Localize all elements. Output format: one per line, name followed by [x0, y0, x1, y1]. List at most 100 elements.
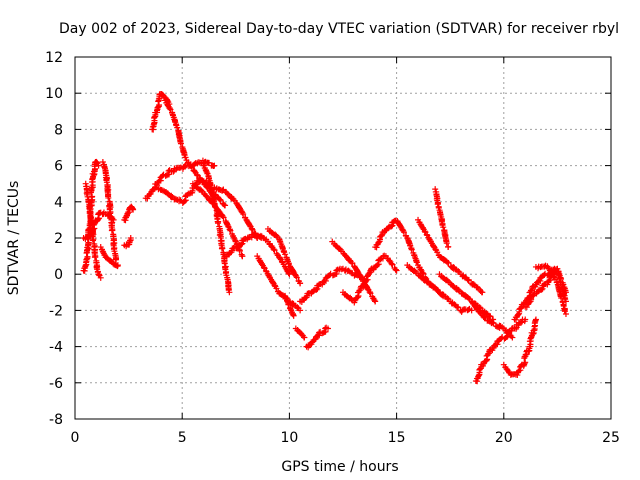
x-tick-label: 15 — [388, 430, 406, 446]
data-point — [182, 154, 189, 161]
y-tick-label: -4 — [49, 340, 63, 356]
data-point — [420, 270, 427, 277]
data-point — [112, 256, 119, 263]
x-tick-label: 5 — [178, 430, 187, 446]
data-point — [248, 225, 255, 232]
data-point — [107, 210, 114, 217]
data-point — [90, 237, 97, 244]
data-point — [530, 292, 537, 299]
data-point — [455, 304, 462, 311]
data-point — [114, 262, 121, 269]
data-point — [423, 277, 430, 284]
data-point — [176, 196, 183, 203]
data-point — [297, 307, 304, 314]
data-point — [465, 306, 472, 313]
y-tick-label: -8 — [49, 412, 63, 428]
x-tick-label: 20 — [495, 430, 513, 446]
data-point — [277, 255, 284, 262]
data-point — [400, 227, 407, 234]
y-axis-ticks: -8 -6 -4 -2 0 2 4 6 8 10 12 — [45, 50, 611, 428]
data-point — [240, 211, 247, 218]
data-point — [434, 201, 441, 208]
data-point — [271, 247, 278, 254]
data-point — [293, 274, 300, 281]
data-point — [538, 286, 545, 293]
data-point — [214, 220, 221, 227]
data-point — [216, 196, 223, 203]
data-point — [216, 232, 223, 239]
data-point — [388, 260, 395, 267]
data-point — [561, 308, 568, 315]
data-point — [292, 273, 299, 280]
data-point — [97, 274, 104, 281]
data-point — [96, 215, 103, 222]
data-point — [105, 194, 112, 201]
data-point — [311, 336, 318, 343]
data-point — [522, 316, 529, 323]
x-tick-label: 0 — [71, 430, 80, 446]
data-point — [333, 267, 340, 274]
data-point — [434, 287, 441, 294]
data-point — [515, 311, 522, 318]
data-point — [408, 246, 415, 253]
data-point — [521, 360, 528, 367]
data-point — [177, 140, 184, 147]
data-point — [227, 227, 234, 234]
y-tick-label: 2 — [54, 231, 63, 247]
data-point — [85, 239, 92, 246]
data-point — [336, 245, 343, 252]
data-point — [294, 304, 301, 311]
data-point — [392, 266, 399, 273]
data-point — [358, 274, 365, 281]
data-point — [285, 270, 292, 277]
data-point — [218, 245, 225, 252]
data-point — [468, 307, 475, 314]
data-point — [522, 359, 529, 366]
data-point — [558, 295, 565, 302]
data-point — [210, 200, 217, 207]
data-points — [80, 90, 569, 385]
data-point — [239, 253, 246, 260]
data-point — [220, 214, 227, 221]
data-point — [129, 206, 136, 213]
data-point — [509, 334, 516, 341]
data-point — [297, 280, 304, 287]
data-point — [371, 297, 378, 304]
data-point — [186, 161, 193, 168]
data-point — [367, 290, 374, 297]
data-point — [443, 240, 450, 247]
data-point — [168, 192, 175, 199]
data-point — [222, 202, 229, 209]
chart-title: Day 002 of 2023, Sidereal Day-to-day VTE… — [59, 21, 619, 37]
data-point — [357, 273, 364, 280]
x-tick-label: 10 — [280, 430, 298, 446]
data-point — [445, 260, 452, 267]
data-point — [324, 325, 331, 332]
data-point — [386, 257, 393, 264]
data-point — [562, 311, 569, 318]
data-point — [445, 244, 452, 251]
data-point — [419, 269, 426, 276]
data-point — [518, 319, 525, 326]
data-point — [211, 162, 218, 169]
data-point — [417, 266, 424, 273]
x-axis-label: GPS time / hours — [281, 459, 398, 475]
data-point — [532, 316, 539, 323]
data-point — [95, 162, 102, 169]
x-axis-ticks: 0 5 10 15 20 25 — [71, 57, 620, 446]
data-point — [285, 301, 292, 308]
data-point — [440, 224, 447, 231]
data-point — [226, 289, 233, 296]
data-point — [388, 223, 395, 230]
data-point — [413, 259, 420, 266]
data-point — [372, 298, 379, 305]
y-tick-label: 6 — [54, 159, 63, 175]
data-point — [475, 372, 482, 379]
data-point — [487, 313, 494, 320]
data-point — [108, 227, 115, 234]
data-point — [268, 243, 275, 250]
data-point — [191, 168, 198, 175]
y-tick-label: 4 — [54, 195, 63, 211]
data-point — [465, 277, 472, 284]
